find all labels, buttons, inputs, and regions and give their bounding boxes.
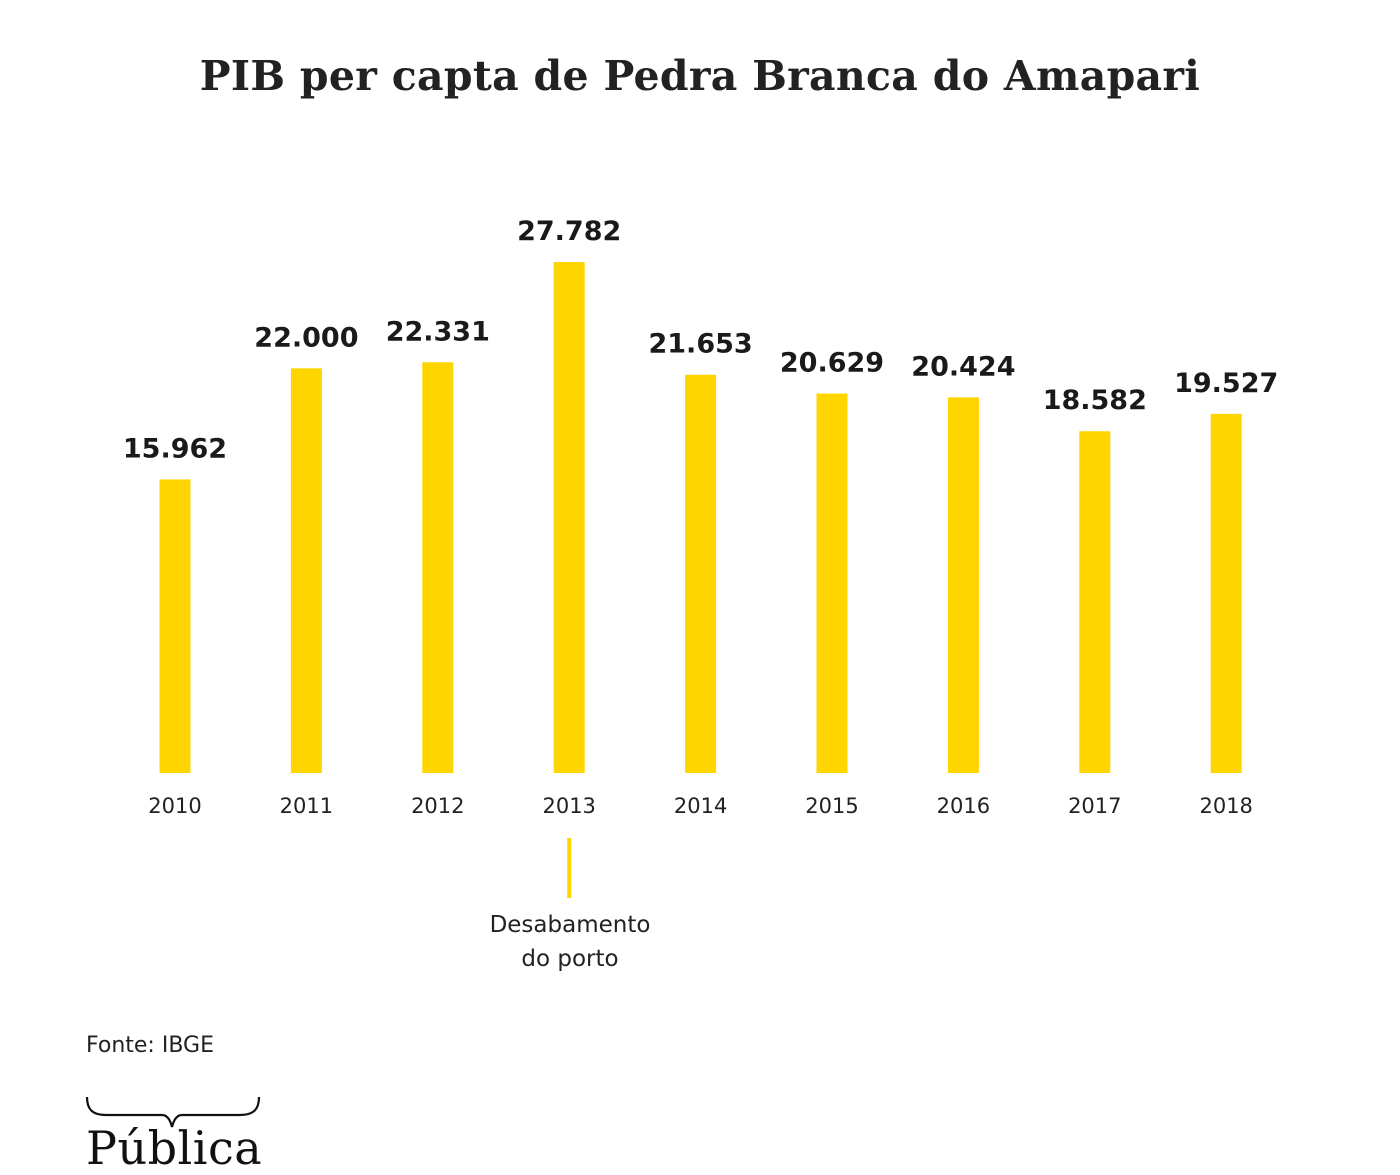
- bar-chart: 15.962 22.000 22.331 27.782 21.653 20.629 20.4…: [123, 216, 1278, 898]
- logo-text: Pública: [86, 1121, 263, 1175]
- publica-logo: Pública: [84, 1095, 266, 1175]
- bar-2017: [1079, 431, 1111, 773]
- value-label-2011: 22.000: [254, 322, 358, 353]
- bars-layer: [159, 262, 1242, 773]
- value-label-2014: 21.653: [648, 329, 752, 360]
- bar-2014: [685, 374, 717, 773]
- bar-2018: [1210, 413, 1242, 773]
- x-tick-label-2013: 2013: [542, 794, 595, 818]
- bar-2015: [816, 393, 848, 773]
- value-label-2018: 19.527: [1174, 368, 1278, 399]
- x-tick-label-2018: 2018: [1199, 794, 1252, 818]
- source-note: Fonte: IBGE: [86, 1033, 214, 1058]
- value-label-2017: 18.582: [1043, 385, 1147, 416]
- annotation-line-1: Desabamento: [489, 912, 651, 938]
- x-tick-label-2015: 2015: [805, 794, 858, 818]
- chart-title: PIB per capta de Pedra Branca do Amapari: [199, 52, 1201, 100]
- bar-2016: [947, 397, 979, 773]
- annotation-line-2: do porto: [521, 946, 619, 972]
- value-label-2015: 20.629: [780, 348, 884, 379]
- x-tick-label-2011: 2011: [280, 794, 333, 818]
- bar-2012: [422, 362, 454, 773]
- brace-icon: [85, 1096, 261, 1128]
- value-label-2013: 27.782: [517, 216, 621, 247]
- x-tick-label-2017: 2017: [1068, 794, 1121, 818]
- x-tick-label-2016: 2016: [937, 794, 990, 818]
- x-tick-label-2012: 2012: [411, 794, 464, 818]
- x-tick-labels: 2010 2011 2012 2013 2014 2015 2016 2017 2018: [148, 794, 1253, 818]
- x-tick-label-2010: 2010: [148, 794, 201, 818]
- value-label-2010: 15.962: [123, 433, 227, 464]
- value-label-2016: 20.424: [911, 351, 1015, 382]
- bar-2010: [159, 479, 191, 773]
- annotation-text: Desabamento do porto: [460, 908, 680, 976]
- bar-2013: [553, 262, 585, 773]
- x-tick-label-2014: 2014: [674, 794, 727, 818]
- value-labels-layer: 15.962 22.000 22.331 27.782 21.653 20.629 20.4…: [123, 216, 1278, 464]
- bar-2011: [290, 368, 322, 773]
- value-label-2012: 22.331: [386, 316, 490, 347]
